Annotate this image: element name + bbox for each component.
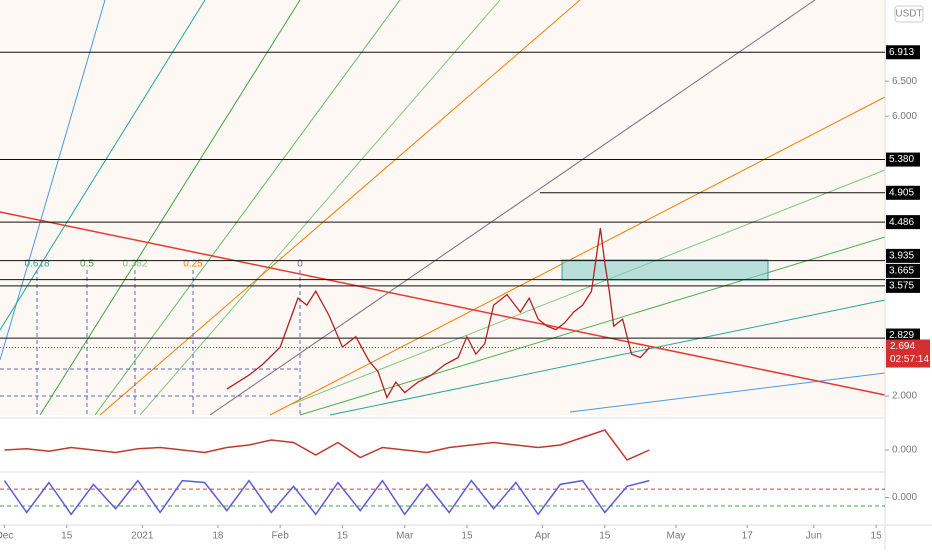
fan-lines — [0, 0, 886, 416]
x-tick-label: Jun — [806, 531, 822, 542]
x-tick-label: Dec — [0, 531, 13, 542]
price-label-box — [886, 248, 920, 263]
price-label-box — [886, 215, 920, 230]
countdown: 02:57:14 — [890, 354, 929, 365]
main-pane — [0, 0, 885, 415]
x-tick-label: 15 — [599, 531, 611, 542]
y-tick-label: 6.500 — [892, 76, 917, 87]
price-label-box — [886, 185, 920, 200]
x-tick-label: 15 — [61, 531, 73, 542]
price-label: 3.575 — [889, 281, 914, 292]
price-label: 4.486 — [889, 217, 914, 228]
x-tick-label: May — [667, 531, 686, 542]
currency: USDT — [895, 9, 922, 20]
price-line — [4, 429, 650, 461]
current-price: 2.694 — [890, 341, 915, 352]
price-label-box — [886, 152, 920, 167]
x-tick-label: Feb — [272, 531, 290, 542]
current-price-box — [886, 339, 930, 368]
price-label: 4.905 — [889, 187, 914, 198]
currency-badge[interactable] — [894, 5, 924, 23]
price-line — [226, 228, 650, 400]
y-tick-label: 2.000 — [892, 391, 917, 402]
x-tick-label: 15 — [461, 531, 473, 542]
price-label-box — [886, 328, 920, 343]
y-tick-label: 0.000 — [892, 492, 917, 503]
price-label-box — [886, 263, 920, 278]
price-label: 6.913 — [889, 47, 914, 58]
y-tick-label: 0.000 — [892, 445, 917, 456]
price-label-box — [886, 45, 920, 60]
price-label: 2.829 — [889, 330, 914, 341]
x-tick-label: 18 — [212, 531, 224, 542]
price-label: 3.665 — [889, 266, 914, 277]
fib-label: 0.618 — [24, 259, 49, 270]
price-line — [3, 479, 650, 516]
fib-label: 0.25 — [183, 259, 203, 270]
fib-label: 0.382 — [122, 259, 147, 270]
x-tick-label: 15 — [871, 531, 883, 542]
x-tick-label: 2021 — [131, 531, 154, 542]
x-tick-label: Mar — [396, 531, 414, 542]
x-tick-label: Apr — [535, 531, 551, 542]
price-label: 3.935 — [889, 251, 914, 262]
x-tick-label: 17 — [742, 531, 754, 542]
price-label-box — [886, 278, 920, 293]
fib-label: 0 — [297, 259, 303, 270]
fib-label: 0.5 — [80, 259, 94, 270]
y-tick-label: 6.000 — [892, 111, 917, 122]
x-tick-label: 15 — [337, 531, 349, 542]
price-label: 5.380 — [889, 154, 914, 165]
